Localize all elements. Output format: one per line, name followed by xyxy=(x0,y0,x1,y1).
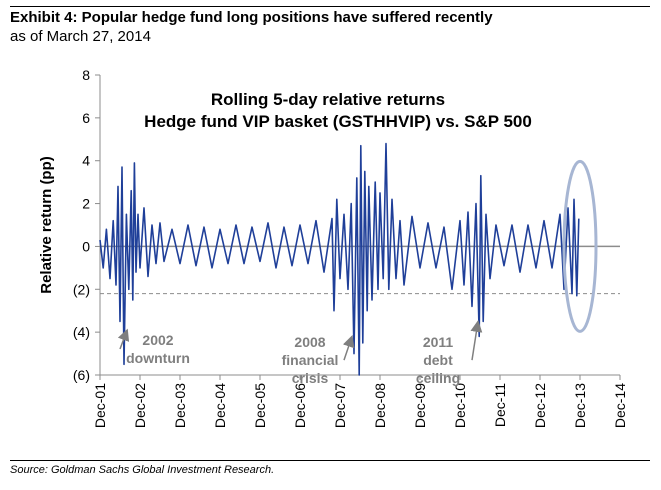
x-tick-label: Dec-09 xyxy=(412,383,428,428)
y-tick-label: 6 xyxy=(82,110,90,126)
annotation-text: 2002 xyxy=(142,332,173,348)
x-tick-label: Dec-10 xyxy=(452,383,468,428)
annotation-text: debt xyxy=(423,352,453,368)
x-tick-label: Dec-04 xyxy=(212,383,228,428)
exhibit-subtitle: as of March 27, 2014 xyxy=(10,28,151,45)
x-tick-label: Dec-03 xyxy=(172,383,188,428)
x-tick-label: Dec-06 xyxy=(292,383,308,428)
x-tick-label: Dec-12 xyxy=(532,383,548,428)
top-rule xyxy=(10,6,650,7)
y-tick-label: 0 xyxy=(82,238,90,254)
chart-title-line1: Rolling 5-day relative returns xyxy=(211,90,445,109)
x-tick-label: Dec-02 xyxy=(132,383,148,428)
x-tick-label: Dec-01 xyxy=(92,383,108,428)
y-axis-label: Relative return (pp) xyxy=(38,156,55,294)
source-note: Source: Goldman Sachs Global Investment … xyxy=(10,464,275,476)
y-tick-label: (6) xyxy=(73,367,90,383)
y-tick-label: 2 xyxy=(82,196,90,212)
y-tick-label: 8 xyxy=(82,67,90,83)
chart-area: 8 6 4 2 0 (2) (4) (6)Dec-01 Dec-02 Dec-03 Dec-04 De… xyxy=(38,67,628,428)
x-tick-label: Dec-08 xyxy=(372,383,388,428)
series-line xyxy=(99,142,580,376)
annotation-text: 2008 xyxy=(294,334,325,350)
annotation-text: financial xyxy=(282,352,339,368)
annotation-text: 2011 xyxy=(423,334,454,350)
annotation-arrow xyxy=(470,319,483,361)
annotation-text: downturn xyxy=(126,350,190,366)
annotation-text: ceiling xyxy=(416,370,460,386)
x-tick-label: Dec-14 xyxy=(612,383,628,428)
highlight-ellipse xyxy=(562,159,598,333)
x-tick-label: Dec-07 xyxy=(332,383,348,428)
chart-title-line2: Hedge fund VIP basket (GSTHHVIP) vs. S&P… xyxy=(144,112,532,131)
y-tick-label: 4 xyxy=(82,153,90,169)
y-tick-label: (4) xyxy=(73,324,90,340)
y-tick-label: (2) xyxy=(73,281,90,297)
x-tick-label: Dec-05 xyxy=(252,383,268,428)
exhibit-title: Exhibit 4: Popular hedge fund long posit… xyxy=(10,9,493,26)
x-tick-label: Dec-11 xyxy=(492,383,508,427)
annotation-arrow xyxy=(117,328,130,350)
bottom-rule xyxy=(10,460,650,461)
annotation-text: crisis xyxy=(292,370,329,386)
x-tick-label: Dec-13 xyxy=(572,383,588,428)
annotation-arrow xyxy=(342,335,355,361)
